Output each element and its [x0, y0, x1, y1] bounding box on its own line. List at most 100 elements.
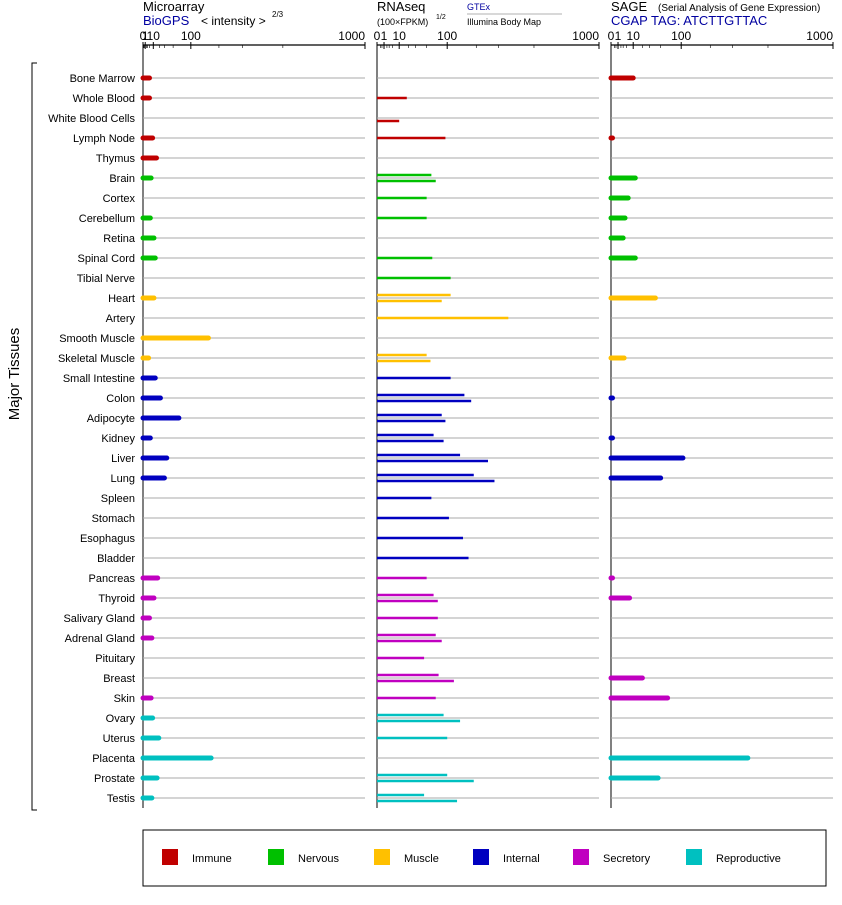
x-tick-label: 0 [374, 29, 381, 43]
panel-units: < intensity > [201, 14, 266, 28]
legend-item-reproductive: Reproductive [686, 849, 781, 865]
tissue-label: Smooth Muscle [59, 333, 135, 345]
tissue-label: Spleen [101, 493, 135, 505]
tissue-row: Heart [108, 293, 833, 305]
tissue-label: Thyroid [98, 593, 135, 605]
panel-title: Microarray [143, 0, 205, 14]
tissue-label: Adrenal Gland [65, 633, 135, 645]
tissue-row: Brain [109, 173, 833, 185]
tissue-label: Skeletal Muscle [58, 353, 135, 365]
tissue-row: Colon [106, 393, 833, 405]
legend-label: Reproductive [716, 853, 781, 865]
x-tick-label: 100 [437, 29, 457, 43]
legend-label: Immune [192, 853, 232, 865]
tissue-row: Whole Blood [73, 93, 833, 105]
tissue-label: Pituitary [95, 653, 135, 665]
tissue-label: Esophagus [80, 533, 136, 545]
tissue-row: Uterus [103, 733, 833, 745]
panel-title: SAGE [611, 0, 647, 14]
x-tick-label: 10 [393, 29, 407, 43]
tissue-label: Whole Blood [73, 93, 135, 105]
tissue-label: Ovary [106, 713, 136, 725]
tissue-row: Testis [107, 793, 833, 805]
tissue-row: Artery [106, 313, 833, 325]
panel-header-rnaseq: RNAseq (100×FPKM) 1/2 GTEx Illumina Body… [377, 0, 562, 27]
x-tick-label: 0 [140, 29, 147, 43]
x-tick-label: 1000 [806, 29, 833, 43]
tissue-label: Thymus [96, 153, 136, 165]
legend-label: Internal [503, 853, 540, 865]
legend-item-internal: Internal [473, 849, 540, 865]
illumina-source: Illumina Body Map [467, 17, 541, 27]
panel-title: RNAseq [377, 0, 425, 14]
tissue-label: Salivary Gland [63, 613, 135, 625]
tissue-row: Tibial Nerve [77, 273, 833, 285]
tissue-row: Skeletal Muscle [58, 353, 833, 365]
tissue-label: Adipocyte [87, 413, 135, 425]
legend-label: Nervous [298, 853, 339, 865]
tissue-label: Lymph Node [73, 133, 135, 145]
tissue-label: Colon [106, 393, 135, 405]
tissue-row: Prostate [94, 773, 833, 785]
x-tick-label: 10 [627, 29, 641, 43]
panel-source: BioGPS [143, 13, 190, 28]
tissue-row: Bladder [97, 553, 833, 565]
tissue-label: Artery [106, 313, 136, 325]
tissue-row: Small Intestine [63, 373, 833, 385]
tissue-row: Thymus [96, 153, 833, 165]
tissue-label: Heart [108, 293, 135, 305]
legend-swatch [573, 849, 589, 865]
tissue-row: Bone Marrow [70, 73, 833, 85]
tissue-label: Stomach [92, 513, 135, 525]
tissue-label: Liver [111, 453, 135, 465]
tissue-row: Lung [111, 473, 833, 485]
rows-layer: Bone Marrow Whole Blood White Blood Cells L… [48, 73, 833, 805]
tissue-label: White Blood Cells [48, 113, 135, 125]
tissue-row: Salivary Gland [63, 613, 833, 625]
legend-swatch [374, 849, 390, 865]
x-tick-label: 1 [381, 29, 388, 43]
tissue-row: Cortex [103, 193, 833, 205]
tissue-bracket [31, 62, 37, 811]
tissue-row: Breast [103, 673, 833, 685]
gtex-source: GTEx [467, 2, 491, 12]
panel-units: (100×FPKM) [377, 17, 428, 27]
legend-item-immune: Immune [162, 849, 232, 865]
legend-label: Muscle [404, 853, 439, 865]
tissue-row: Retina [103, 233, 833, 245]
x-tick-label: 1000 [572, 29, 599, 43]
tissue-label: Spinal Cord [78, 253, 135, 265]
panel-units-power: 1/2 [436, 14, 446, 21]
tissue-row: Adipocyte [87, 413, 833, 425]
tissue-label: Breast [103, 673, 135, 685]
tissue-row: Smooth Muscle [59, 333, 833, 345]
tissue-row: Kidney [101, 433, 833, 445]
tissue-label: Lung [111, 473, 135, 485]
tissue-label: Cortex [103, 193, 136, 205]
legend-swatch [686, 849, 702, 865]
x-tick-label: 100 [671, 29, 691, 43]
legend-item-nervous: Nervous [268, 849, 339, 865]
tissue-row: Lymph Node [73, 133, 833, 145]
tissue-label: Bladder [97, 553, 135, 565]
panel-axis-sage: 0 1 10 100 1000 [608, 29, 834, 808]
x-tick-label: 1000 [338, 29, 365, 43]
tissue-row: Adrenal Gland [65, 633, 833, 645]
tissue-label: Skin [114, 693, 135, 705]
tissue-label: Cerebellum [79, 213, 135, 225]
panel-subtitle: (Serial Analysis of Gene Expression) [658, 3, 820, 14]
tissue-row: Esophagus [80, 533, 833, 545]
tissue-label: Tibial Nerve [77, 273, 135, 285]
tissue-row: White Blood Cells [48, 113, 833, 125]
x-tick-label: 0 [608, 29, 615, 43]
tissue-label: Retina [103, 233, 136, 245]
tissue-label: Uterus [103, 733, 136, 745]
tissue-label: Brain [109, 173, 135, 185]
tissue-row: Cerebellum [79, 213, 833, 225]
tissue-row: Spinal Cord [78, 253, 833, 265]
panel-source: CGAP TAG: ATCTTGTTAC [611, 13, 767, 28]
tissue-row: Liver [111, 453, 833, 465]
tissue-row: Spleen [101, 493, 833, 505]
